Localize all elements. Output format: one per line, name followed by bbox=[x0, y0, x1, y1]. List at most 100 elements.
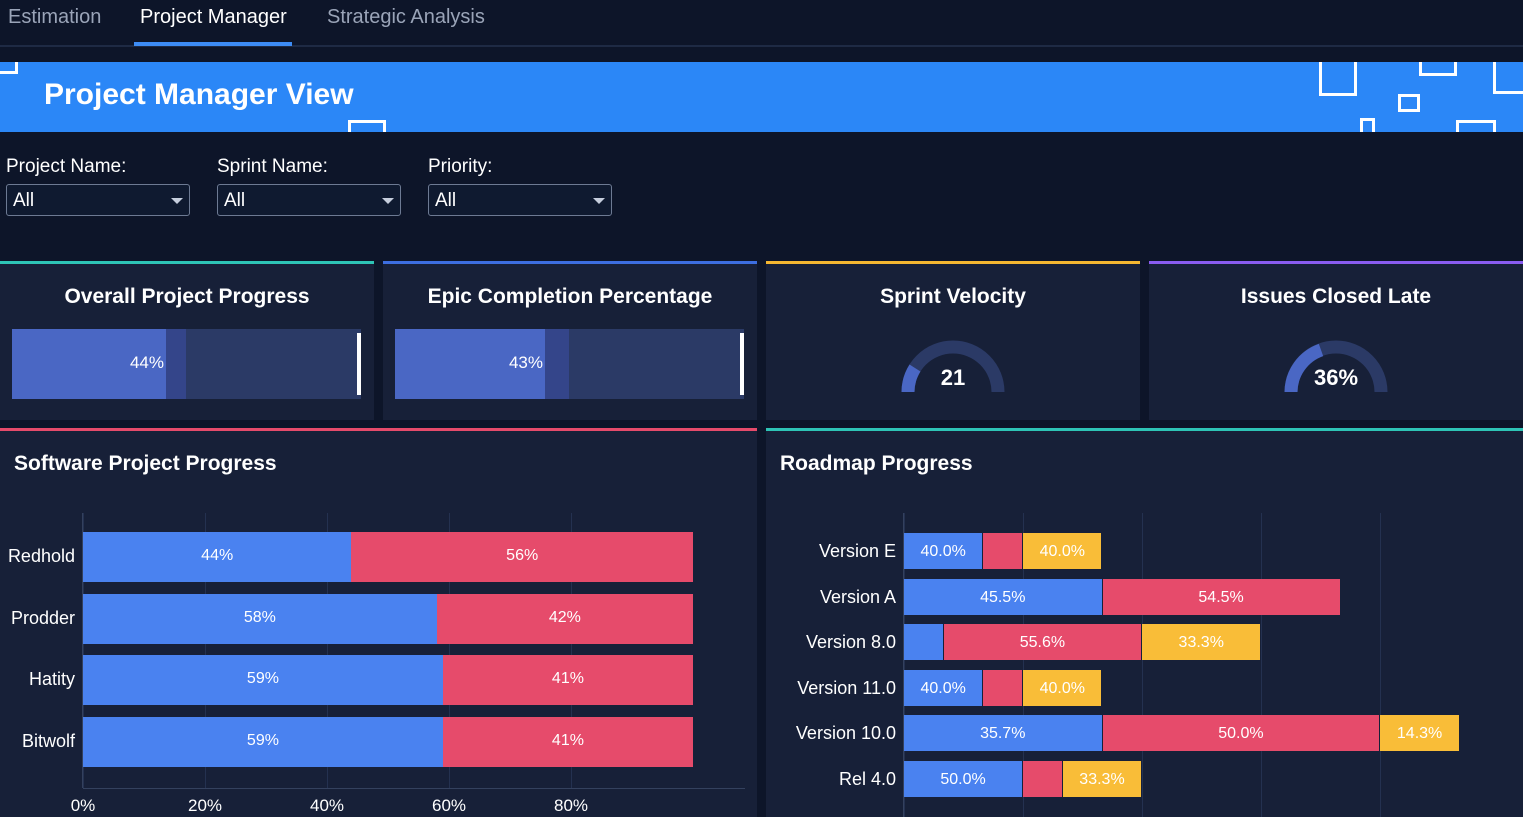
x-tick-label: 20% bbox=[187, 796, 223, 815]
data-label: 54.5% bbox=[1198, 588, 1244, 606]
card-accent bbox=[1149, 261, 1523, 264]
y-category-label: Version 11.0 bbox=[797, 677, 896, 698]
epic-completion-title: Epic Completion Percentage bbox=[427, 285, 713, 308]
banner-decoration bbox=[348, 120, 386, 132]
x-tick-label: 60% bbox=[431, 796, 467, 815]
bar-segment: 50.0% bbox=[904, 761, 1023, 797]
data-label: 40.0% bbox=[1039, 543, 1085, 560]
bar-segment: 42% bbox=[436, 593, 693, 644]
y-category-label: Redhold bbox=[7, 546, 75, 566]
bar-segment: 14.3% bbox=[1380, 715, 1459, 752]
x-axis bbox=[83, 788, 745, 789]
tab-project-manager[interactable]: Project Manager bbox=[140, 6, 287, 28]
grid-line bbox=[904, 513, 905, 817]
sprint-name-select[interactable]: All bbox=[217, 184, 401, 216]
data-label: 45.5% bbox=[980, 588, 1026, 606]
tab-strategic-analysis[interactable]: Strategic Analysis bbox=[327, 6, 485, 28]
overall-progress-value: 44% bbox=[129, 353, 164, 372]
bar-segment: 50.0% bbox=[1102, 715, 1380, 752]
priority-select[interactable]: All bbox=[428, 184, 612, 216]
x-tick-label: 0% bbox=[70, 796, 96, 815]
epic-completion-bar: 43% bbox=[395, 329, 744, 399]
project-name-value: All bbox=[13, 190, 35, 211]
y-category-label: Version 10.0 bbox=[795, 723, 896, 744]
panel-accent bbox=[766, 428, 1523, 431]
overall-progress-bar: 44% bbox=[12, 329, 361, 399]
data-label: 59% bbox=[246, 732, 279, 750]
project-name-select[interactable]: All bbox=[6, 184, 190, 216]
issues-closed-late-gauge bbox=[1284, 340, 1388, 393]
bar-segment: 59% bbox=[83, 717, 443, 768]
data-label: 44% bbox=[201, 547, 234, 564]
data-label: 55.6% bbox=[1019, 634, 1066, 652]
banner-decoration bbox=[1493, 62, 1523, 94]
grid-line bbox=[1261, 513, 1262, 817]
banner-decoration bbox=[1319, 62, 1357, 96]
data-label: 40.0% bbox=[920, 679, 966, 697]
bar-segment: 40.0% bbox=[904, 533, 983, 569]
data-label: 59% bbox=[246, 670, 279, 688]
priority-label: Priority: bbox=[428, 156, 493, 177]
bar-segment bbox=[904, 624, 943, 661]
card-accent bbox=[0, 261, 374, 264]
card-accent bbox=[766, 261, 1140, 264]
grid-line bbox=[83, 513, 84, 788]
banner-decoration bbox=[1360, 118, 1375, 132]
progress-fill bbox=[12, 329, 166, 399]
y-axis bbox=[903, 513, 904, 817]
bar-segment: 40.0% bbox=[1023, 533, 1102, 569]
sprint-name-value: All bbox=[224, 190, 246, 211]
issues-closed-late-title: Issues Closed Late bbox=[1240, 285, 1432, 308]
sprint-velocity-gauge bbox=[901, 340, 1005, 393]
data-label: 41% bbox=[551, 732, 584, 750]
chevron-down-icon bbox=[171, 198, 183, 204]
y-category-label: Version 8.0 bbox=[805, 632, 896, 653]
epic-completion-value: 43% bbox=[508, 353, 543, 372]
y-category-label: Prodder bbox=[10, 607, 75, 628]
bar-segment: 45.5% bbox=[904, 578, 1102, 615]
grid-line bbox=[449, 513, 450, 788]
bar-segment: 40.0% bbox=[904, 669, 983, 706]
priority-value: All bbox=[435, 190, 457, 211]
issues-closed-late-card: Issues Closed Late 36% bbox=[1149, 261, 1523, 420]
x-tick-label: 40% bbox=[309, 796, 345, 815]
page-title: Project Manager View bbox=[44, 78, 354, 111]
issues-closed-late-value: 36% bbox=[1313, 365, 1359, 390]
bar-segment: 35.7% bbox=[904, 715, 1102, 752]
overall-progress-title: Overall Project Progress bbox=[64, 285, 310, 308]
y-category-label: Version E bbox=[818, 541, 896, 561]
bar-segment bbox=[983, 533, 1023, 569]
banner-decoration bbox=[1456, 120, 1496, 132]
grid-line bbox=[571, 513, 572, 788]
progress-target-marker bbox=[357, 333, 361, 395]
software-progress-title: Software Project Progress bbox=[14, 452, 277, 475]
data-label: 33.3% bbox=[1178, 634, 1224, 652]
data-label: 41% bbox=[551, 670, 584, 688]
bar-segment: 54.5% bbox=[1102, 578, 1340, 615]
data-label: 35.7% bbox=[980, 725, 1026, 743]
grid-line bbox=[327, 513, 328, 788]
grid-line bbox=[1380, 513, 1381, 817]
data-label: 50.0% bbox=[940, 771, 986, 788]
y-axis bbox=[82, 513, 83, 788]
data-label: 33.3% bbox=[1079, 771, 1125, 788]
epic-completion-card: Epic Completion Percentage 43% bbox=[383, 261, 757, 420]
overall-progress-card: Overall Project Progress 44% bbox=[0, 261, 374, 420]
y-category-label: Rel 4.0 bbox=[838, 769, 896, 789]
sprint-velocity-value: 21 bbox=[940, 365, 966, 390]
sprint-name-label: Sprint Name: bbox=[217, 156, 328, 177]
progress-fill bbox=[395, 329, 545, 399]
roadmap-progress-title: Roadmap Progress bbox=[780, 452, 973, 475]
tab-estimation[interactable]: Estimation bbox=[8, 6, 102, 28]
y-category-label: Version A bbox=[819, 586, 896, 607]
bar-segment: 58% bbox=[83, 593, 437, 644]
bar-segment: 33.3% bbox=[1062, 761, 1142, 797]
page-banner: Project Manager View bbox=[0, 62, 1523, 132]
bar-segment: 56% bbox=[351, 532, 693, 582]
chevron-down-icon bbox=[382, 198, 394, 204]
sprint-velocity-card: Sprint Velocity 21 bbox=[766, 261, 1140, 420]
sprint-velocity-title: Sprint Velocity bbox=[880, 285, 1026, 308]
data-label: 56% bbox=[506, 547, 539, 564]
bar-segment: 41% bbox=[442, 655, 693, 706]
